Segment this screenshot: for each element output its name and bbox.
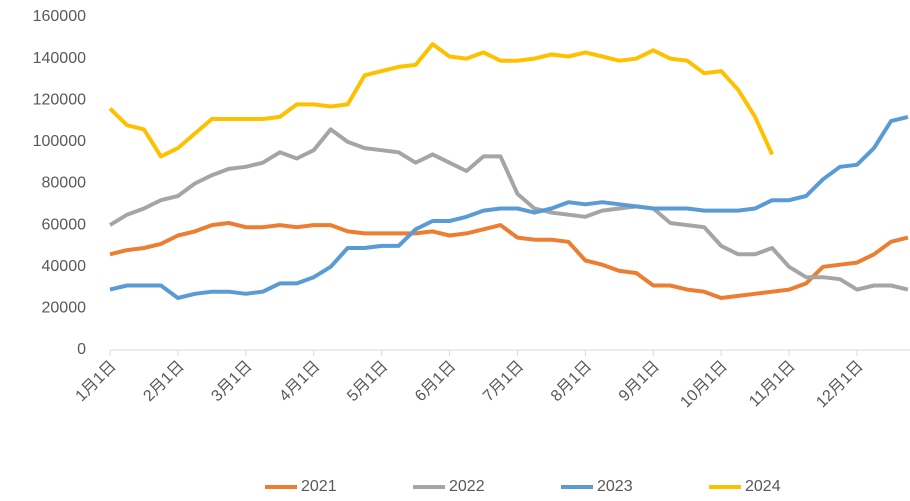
series-line: [109, 221, 909, 300]
y-tick-label: 60000: [42, 216, 87, 233]
x-tick-label: 3月1日: [208, 358, 255, 405]
x-tick-label: 4月1日: [276, 358, 323, 405]
legend-label: 2021: [301, 478, 337, 495]
series-line: [108, 42, 774, 159]
series-line: [109, 114, 909, 300]
y-tick-label: 100000: [33, 133, 86, 150]
x-tick-label: 9月1日: [616, 358, 663, 405]
x-tick-label: 1月1日: [73, 358, 120, 405]
x-tick-label: 11月1日: [746, 358, 799, 411]
x-tick-label: 2月1日: [140, 358, 187, 405]
y-tick-label: 20000: [42, 300, 87, 317]
series-line: [108, 127, 909, 292]
y-tick-label: 120000: [33, 91, 86, 108]
legend-label: 2022: [449, 478, 485, 495]
legend-label: 2023: [597, 478, 633, 495]
x-tick-label: 7月1日: [480, 358, 527, 405]
y-tick-label: 160000: [33, 8, 86, 25]
y-tick-label: 40000: [42, 258, 87, 275]
x-tick-label: 5月1日: [344, 358, 391, 405]
y-tick-label: 140000: [33, 50, 86, 67]
x-tick-label: 12月1日: [813, 358, 867, 412]
x-tick-label: 10月1日: [677, 358, 731, 412]
y-tick-label: 0: [77, 341, 86, 358]
x-tick-label: 8月1日: [548, 358, 595, 405]
legend-label: 2024: [745, 478, 781, 495]
y-tick-label: 80000: [42, 175, 87, 192]
x-tick-label: 6月1日: [412, 358, 459, 405]
